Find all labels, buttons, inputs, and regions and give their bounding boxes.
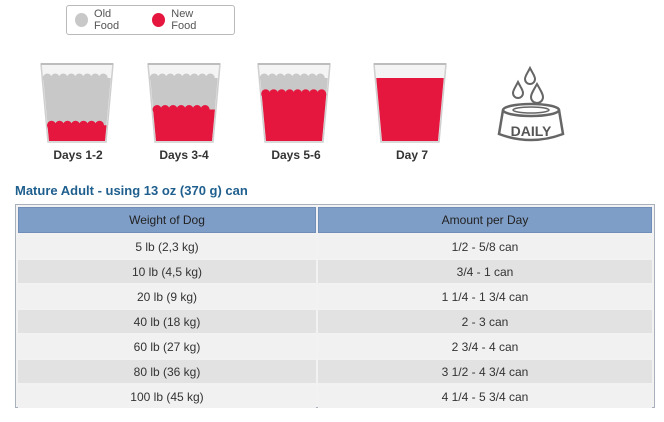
table-header-row: Weight of Dog Amount per Day xyxy=(18,207,652,233)
old-food-chunk xyxy=(189,73,199,83)
old-food-chunk xyxy=(66,73,76,83)
old-food-chunk xyxy=(307,73,317,83)
new-food-chunk xyxy=(200,105,210,114)
old-food-chunk xyxy=(82,73,92,83)
amount-cell: 3/4 - 1 can xyxy=(318,260,652,283)
old-food-chunk xyxy=(98,73,108,83)
cup-label: Days 5-6 xyxy=(271,148,321,162)
new-food-chunk xyxy=(160,105,170,114)
old-food-chunk xyxy=(157,73,167,83)
old-food-chunk xyxy=(299,73,309,83)
table-row: 80 lb (36 kg) 3 1/2 - 4 3/4 can xyxy=(18,360,652,383)
new-food-chunk xyxy=(317,89,327,99)
new-food-chunk xyxy=(94,120,104,130)
amount-cell: 3 1/2 - 4 3/4 can xyxy=(318,360,652,383)
old-food-chunk xyxy=(291,73,301,83)
cup-label: Days 1-2 xyxy=(53,148,103,162)
new-food-chunk xyxy=(62,120,72,130)
old-food-chunk xyxy=(149,73,159,83)
amount-cell: 1 1/4 - 1 3/4 can xyxy=(318,285,652,308)
new-food-chunk xyxy=(309,89,319,99)
new-food-dot-icon xyxy=(152,13,166,27)
old-food-chunk xyxy=(197,73,207,83)
new-food-chunk xyxy=(269,89,279,99)
old-food-chunk xyxy=(283,73,293,83)
table-row: 40 lb (18 kg) 2 - 3 can xyxy=(18,310,652,333)
transition-cup xyxy=(372,58,448,144)
amount-cell: 2 3/4 - 4 can xyxy=(318,335,652,358)
old-food-chunk xyxy=(90,73,100,83)
bowl-with-drops-icon: DAILY xyxy=(496,65,566,146)
old-food-dot-icon xyxy=(75,13,89,27)
weight-cell: 5 lb (2,3 kg) xyxy=(18,235,316,258)
feeding-table: Weight of Dog Amount per Day 5 lb (2,3 k… xyxy=(15,204,655,408)
weight-cell: 40 lb (18 kg) xyxy=(18,310,316,333)
weight-cell: 80 lb (36 kg) xyxy=(18,360,316,383)
old-food-chunk xyxy=(50,73,60,83)
old-food-chunk xyxy=(315,73,325,83)
legend: Old Food New Food xyxy=(66,5,235,35)
cup-label: Days 3-4 xyxy=(159,148,209,162)
old-food-chunk xyxy=(205,73,215,83)
daily-label: DAILY xyxy=(511,123,552,139)
new-food-chunk xyxy=(46,120,56,130)
new-food-chunk xyxy=(176,105,186,114)
old-food-chunk xyxy=(74,73,84,83)
new-food-chunk xyxy=(293,89,303,99)
column-header-amount: Amount per Day xyxy=(318,207,652,233)
old-food-chunk xyxy=(275,73,285,83)
weight-cell: 100 lb (45 kg) xyxy=(18,385,316,408)
new-food-chunk xyxy=(192,105,202,114)
new-food-chunk xyxy=(277,89,287,99)
new-food-chunk xyxy=(301,89,311,99)
weight-cell: 10 lb (4,5 kg) xyxy=(18,260,316,283)
new-food-chunk xyxy=(70,120,80,130)
column-header-weight: Weight of Dog xyxy=(18,207,316,233)
new-food-fill xyxy=(261,93,327,141)
transition-cup xyxy=(39,58,115,144)
table-row: 60 lb (27 kg) 2 3/4 - 4 can xyxy=(18,335,652,358)
new-food-chunk xyxy=(54,120,64,130)
old-food-chunk xyxy=(173,73,183,83)
old-food-chunk xyxy=(259,73,269,83)
legend-new-label: New Food xyxy=(171,8,197,32)
old-food-chunk xyxy=(42,73,52,83)
table-row: 100 lb (45 kg) 4 1/4 - 5 3/4 can xyxy=(18,385,652,408)
old-food-chunk xyxy=(58,73,68,83)
table-row: 20 lb (9 kg) 1 1/4 - 1 3/4 can xyxy=(18,285,652,308)
amount-cell: 1/2 - 5/8 can xyxy=(318,235,652,258)
new-food-chunk xyxy=(152,105,162,114)
new-food-chunk xyxy=(168,105,178,114)
new-food-fill xyxy=(153,109,215,141)
legend-old-food: Old Food xyxy=(75,8,136,32)
cup-label: Day 7 xyxy=(395,148,429,162)
transition-cup xyxy=(256,58,332,144)
table-row: 10 lb (4,5 kg) 3/4 - 1 can xyxy=(18,260,652,283)
amount-cell: 4 1/4 - 5 3/4 can xyxy=(318,385,652,408)
new-food-chunk xyxy=(184,105,194,114)
section-heading: Mature Adult - using 13 oz (370 g) can xyxy=(15,183,248,198)
new-food-fill xyxy=(376,78,444,141)
new-food-chunk xyxy=(78,120,88,130)
old-food-chunk xyxy=(267,73,277,83)
transition-cup xyxy=(146,58,222,144)
new-food-chunk xyxy=(285,89,295,99)
amount-cell: 2 - 3 can xyxy=(318,310,652,333)
table-row: 5 lb (2,3 kg) 1/2 - 5/8 can xyxy=(18,235,652,258)
legend-old-label: Old Food xyxy=(94,8,120,32)
new-food-chunk xyxy=(86,120,96,130)
legend-new-food: New Food xyxy=(152,8,218,32)
new-food-chunk xyxy=(261,89,271,99)
old-food-chunk xyxy=(181,73,191,83)
weight-cell: 60 lb (27 kg) xyxy=(18,335,316,358)
weight-cell: 20 lb (9 kg) xyxy=(18,285,316,308)
old-food-chunk xyxy=(165,73,175,83)
